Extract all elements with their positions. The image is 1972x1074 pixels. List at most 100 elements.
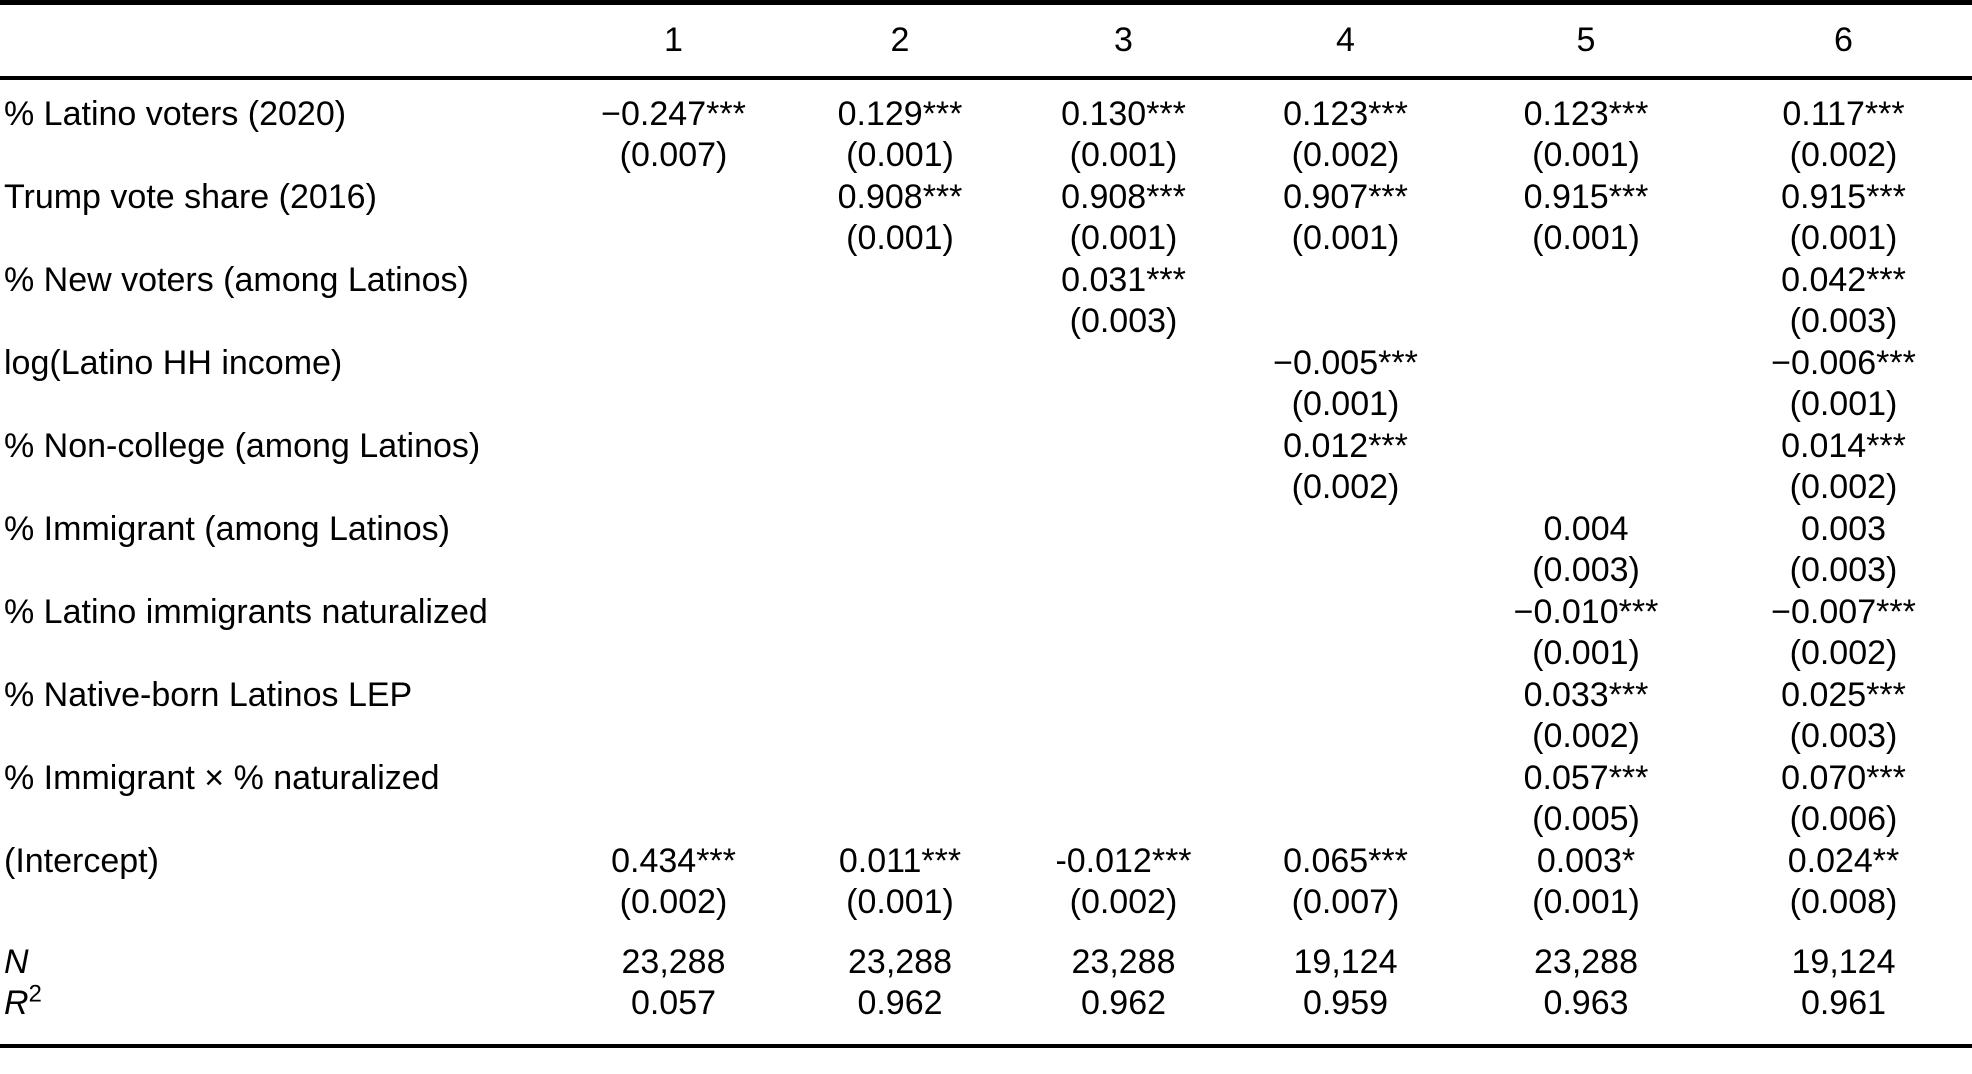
model-column-header-1: 1 [560, 2, 787, 80]
coefficient-cell: 0.003 [1800, 509, 1887, 548]
coefficient-cell [1457, 426, 1715, 468]
coefficient-cell: 0.024** [1787, 841, 1900, 880]
coef-row: % Immigrant (among Latinos) 0.004 0.003 [0, 509, 1972, 551]
coefficient-cell: 0.042*** [1781, 260, 1906, 299]
coefficient-cell [560, 260, 787, 302]
se-cell: (0.001) [1532, 883, 1640, 922]
coefficient-cell [787, 343, 1013, 385]
coefficient-cell [1234, 509, 1457, 551]
coefficient-cell: 0.908*** [837, 177, 963, 216]
se-cell [560, 301, 787, 343]
se-cell [560, 550, 787, 592]
se-cell [1457, 467, 1715, 509]
se-cell [560, 218, 787, 260]
coefficient-cell: 0.434*** [611, 841, 736, 880]
coefficient-cell [1457, 343, 1715, 385]
coefficient-cell: 0.004 [1543, 509, 1629, 548]
se-row: (0.003) (0.003) [0, 301, 1972, 343]
stat-value: 0.959 [1302, 984, 1389, 1023]
se-cell [1457, 384, 1715, 426]
stat-label-text: R [4, 984, 29, 1023]
spacer-row [0, 1025, 1972, 1046]
coefficient-cell: 0.031*** [1061, 260, 1186, 299]
variable-label: % New voters (among Latinos) [4, 260, 469, 299]
se-cell [1013, 384, 1234, 426]
coef-row: % Native-born Latinos LEP 0.033*** 0.025… [0, 675, 1972, 717]
coefficient-cell: -0.012*** [1055, 841, 1192, 880]
se-cell [1013, 633, 1234, 675]
se-cell [1234, 633, 1457, 675]
coefficient-cell: 0.012*** [1283, 426, 1408, 465]
se-cell: (0.001) [1291, 385, 1400, 424]
coefficient-cell: −0.247*** [601, 94, 746, 133]
coefficient-cell [1234, 675, 1457, 717]
coefficient-cell [560, 758, 787, 800]
coef-row: % Latino immigrants naturalized −0.010**… [0, 592, 1972, 634]
table-header: 1 2 3 4 5 6 [0, 2, 1972, 80]
stat-value: 23,288 [621, 942, 726, 981]
coef-row: % New voters (among Latinos) 0.031*** 0.… [0, 260, 1972, 302]
coefficient-cell [1013, 509, 1234, 551]
coefficient-cell: 0.123*** [1283, 94, 1408, 133]
variable-label-spacer [0, 467, 560, 509]
variable-label-spacer [0, 135, 560, 177]
se-cell [787, 799, 1013, 841]
se-cell: (0.003) [1532, 551, 1640, 590]
se-cell [560, 633, 787, 675]
coefficient-cell: 0.130*** [1061, 94, 1186, 133]
variable-label: Trump vote share (2016) [4, 177, 377, 216]
se-cell: (0.005) [1532, 800, 1640, 839]
coef-row: log(Latino HH income) −0.005*** −0.006**… [0, 343, 1972, 385]
stat-row-r2: R2 0.057 0.962 0.962 0.959 0.963 0.961 [0, 983, 1972, 1025]
variable-label: % Non-college (among Latinos) [4, 426, 481, 465]
coefficient-cell [787, 675, 1013, 717]
coefficient-cell: 0.070*** [1781, 758, 1906, 797]
variable-label: (Intercept) [4, 841, 159, 880]
variable-label: % Native-born Latinos LEP [4, 675, 413, 714]
se-row: (0.002) (0.001) (0.002) (0.007) (0.001) … [0, 882, 1972, 924]
se-cell: (0.003) [1789, 717, 1898, 756]
coefficient-cell: 0.003* [1536, 841, 1636, 880]
se-cell [1013, 467, 1234, 509]
se-row: (0.001) (0.001) [0, 384, 1972, 426]
variable-label-spacer [0, 799, 560, 841]
stat-value: 0.962 [1080, 984, 1167, 1023]
coefficient-cell [1234, 592, 1457, 634]
model-column-header-4: 4 [1234, 2, 1457, 80]
stat-value: 23,288 [1071, 942, 1176, 981]
se-cell: (0.001) [846, 136, 954, 175]
coefficient-cell [560, 592, 787, 634]
coefficient-cell [787, 426, 1013, 468]
se-row: (0.002) (0.003) [0, 716, 1972, 758]
se-cell [787, 550, 1013, 592]
se-cell: (0.002) [619, 883, 728, 922]
coefficient-cell: 0.117*** [1782, 94, 1905, 133]
variable-label: log(Latino HH income) [4, 343, 343, 382]
coef-row: % Non-college (among Latinos) 0.012*** 0… [0, 426, 1972, 468]
se-cell: (0.002) [1789, 468, 1898, 507]
variable-label-spacer [0, 716, 560, 758]
stat-row-n: N 23,288 23,288 23,288 19,124 23,288 19,… [0, 942, 1972, 984]
variable-label-spacer [0, 218, 560, 260]
stat-label-sup: 2 [28, 980, 42, 1008]
coefficient-cell [787, 260, 1013, 302]
model-column-header-2: 2 [787, 2, 1013, 80]
coefficient-cell: 0.014*** [1781, 426, 1906, 465]
se-row: (0.007) (0.001) (0.001) (0.002) (0.001) … [0, 135, 1972, 177]
coef-row: (Intercept) 0.434*** 0.011*** -0.012*** … [0, 841, 1972, 883]
coefficient-cell: 0.065*** [1283, 841, 1408, 880]
spacer-row [0, 78, 1972, 94]
coefficient-cell [1013, 592, 1234, 634]
coef-row: % Immigrant × % naturalized 0.057*** 0.0… [0, 758, 1972, 800]
header-label-spacer [0, 2, 560, 80]
se-cell: (0.001) [846, 219, 954, 258]
spacer-row [0, 924, 1972, 942]
coefficient-cell [560, 509, 787, 551]
se-cell: (0.001) [1532, 634, 1640, 673]
se-cell [787, 301, 1013, 343]
coefficient-cell: 0.915*** [1781, 177, 1906, 216]
se-cell [1013, 799, 1234, 841]
coefficient-cell: 0.025*** [1781, 675, 1906, 714]
se-cell [560, 799, 787, 841]
coefficient-cell [560, 675, 787, 717]
